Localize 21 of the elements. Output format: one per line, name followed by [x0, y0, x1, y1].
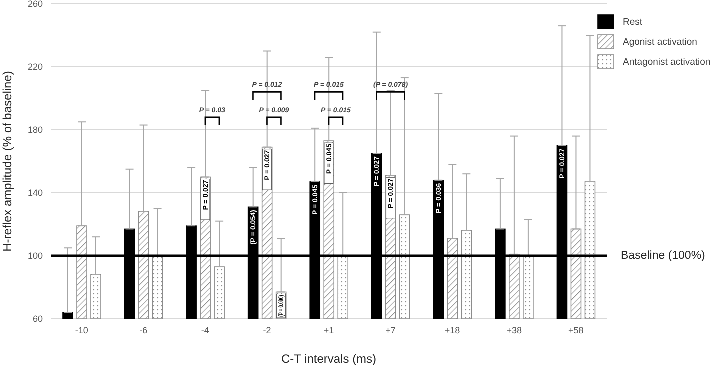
x-tick-label: +38 — [506, 325, 522, 336]
y-tick-label: 220 — [28, 62, 43, 72]
ref-line-label: Baseline (100%) — [621, 250, 706, 262]
x-tick-label: +18 — [444, 325, 460, 336]
y-tick-label: 140 — [28, 188, 43, 198]
x-tick-label: -6 — [140, 325, 148, 336]
y-tick-label: 260 — [28, 0, 43, 10]
x-tick-label: -2 — [263, 325, 272, 336]
x-axis-title: C-T intervals (ms) — [281, 352, 377, 366]
x-tick-label: -10 — [75, 325, 88, 336]
y-tick-label: 60 — [32, 314, 43, 324]
y-axis-title: H-reflex amplitude (% of baseline) — [0, 71, 14, 252]
y-tick-label: 100 — [28, 251, 43, 262]
x-tick-label: -4 — [201, 325, 210, 336]
legend-label: Agonist activation — [623, 36, 698, 48]
legend-label: Antagonist activation — [623, 56, 711, 68]
legend-label: Rest — [623, 16, 643, 28]
x-tick-label: +7 — [386, 325, 396, 336]
x-tick-label: +1 — [324, 325, 334, 336]
y-tick-label: 180 — [28, 125, 43, 136]
x-tick-label: +58 — [568, 325, 584, 336]
